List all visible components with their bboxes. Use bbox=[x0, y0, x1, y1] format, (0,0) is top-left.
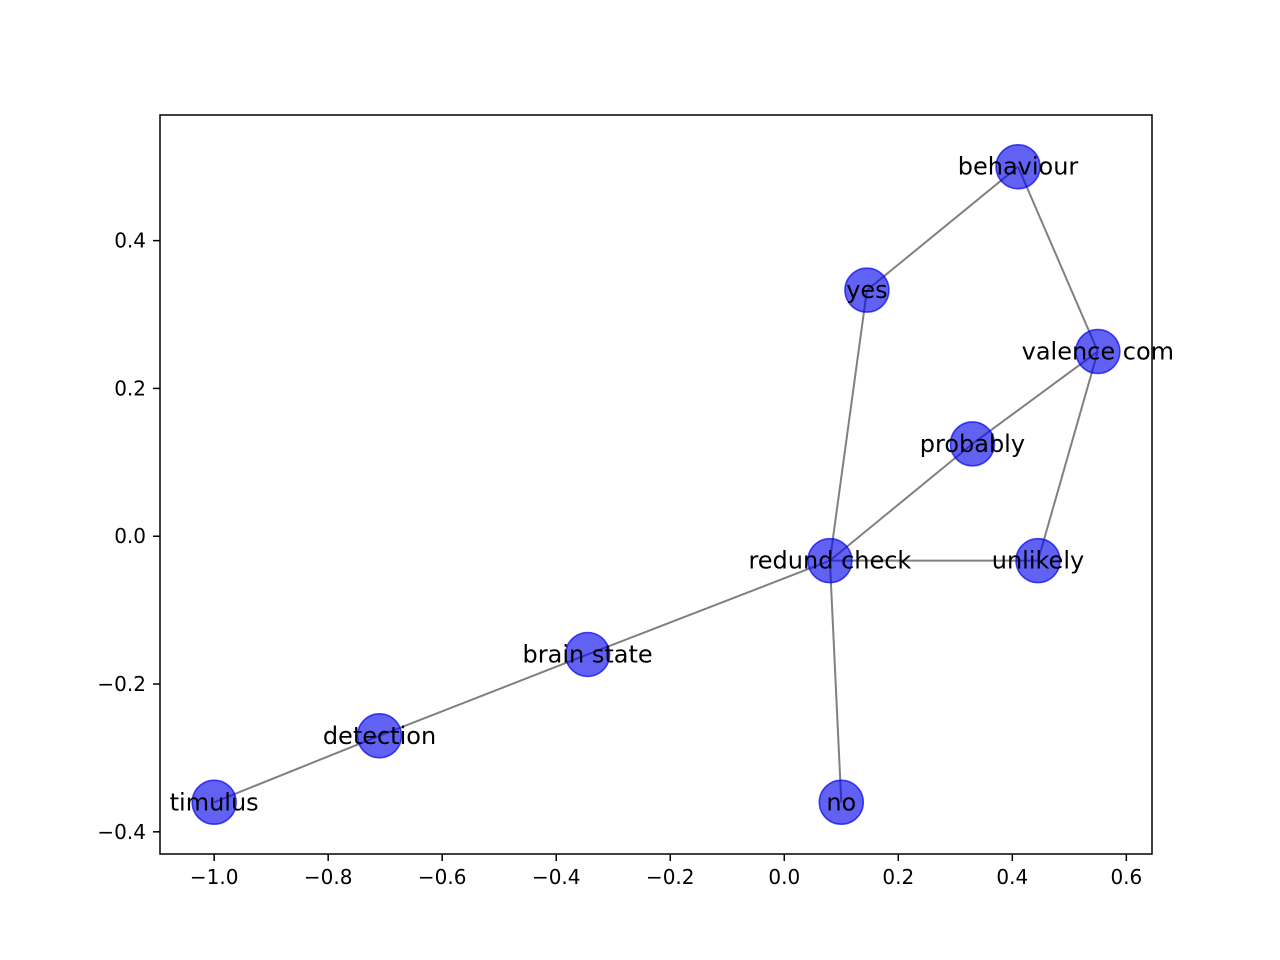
edge-redund_check-brain_state bbox=[587, 559, 831, 656]
x-tick-label-1: −0.8 bbox=[304, 865, 353, 889]
edge-behaviour-valence_com bbox=[1017, 166, 1099, 352]
node-label-brain_state: brain state bbox=[523, 640, 653, 668]
x-tick-label-0: −1.0 bbox=[190, 865, 239, 889]
node-label-probably: probably bbox=[920, 430, 1025, 458]
x-tick-label-8: 0.6 bbox=[1110, 865, 1142, 889]
edge-redund_check-no bbox=[828, 560, 843, 803]
nodes-layer bbox=[191, 143, 1121, 826]
y-tick-label-3: 0.2 bbox=[114, 376, 146, 400]
node-probably bbox=[949, 421, 996, 467]
node-label-valence_com: valence com bbox=[1022, 337, 1174, 365]
x-tick-label-7: 0.4 bbox=[996, 865, 1028, 889]
node-redund_check bbox=[807, 537, 853, 584]
node-label-no: no bbox=[826, 788, 856, 816]
x-tick-label-4: −0.2 bbox=[646, 865, 695, 889]
node-labels-layer: behaviour yes valence com probably unlikely r… bbox=[170, 153, 1174, 817]
node-label-yes: yes bbox=[846, 276, 887, 304]
x-tick-label-6: 0.2 bbox=[882, 865, 914, 889]
node-unlikely bbox=[1015, 537, 1061, 584]
edge-valence_com-unlikely bbox=[1037, 351, 1099, 561]
node-timulus bbox=[191, 779, 237, 826]
node-yes bbox=[844, 267, 890, 313]
node-label-unlikely: unlikely bbox=[992, 547, 1084, 575]
edge-yes-redund_check bbox=[828, 290, 868, 561]
edge-brain_state-detection bbox=[379, 653, 588, 737]
x-tick-label-2: −0.6 bbox=[418, 865, 467, 889]
node-label-detection: detection bbox=[323, 722, 436, 750]
node-behaviour bbox=[995, 143, 1041, 190]
y-tick-label-1: −0.2 bbox=[97, 672, 146, 696]
y-tick-label-4: 0.4 bbox=[114, 229, 146, 253]
y-tick-label-0: −0.4 bbox=[97, 820, 146, 844]
edges-layer bbox=[213, 165, 1099, 804]
edge-valence_com-probably bbox=[971, 350, 1099, 445]
edge-detection-timulus bbox=[213, 734, 380, 804]
y-tick-label-2: 0.0 bbox=[114, 524, 146, 548]
node-detection bbox=[356, 713, 403, 759]
node-valence_com bbox=[1075, 328, 1121, 375]
x-tick-label-5: 0.0 bbox=[768, 865, 800, 889]
x-tick-label-3: −0.4 bbox=[532, 865, 581, 889]
node-brain_state bbox=[564, 631, 611, 678]
node-label-behaviour: behaviour bbox=[958, 153, 1079, 181]
edge-probably-redund_check bbox=[829, 443, 974, 562]
y-axis: −0.4 −0.2 0.0 0.2 0.4 bbox=[97, 229, 160, 844]
node-label-redund_check: redund check bbox=[748, 547, 911, 575]
edge-behaviour-yes bbox=[866, 165, 1019, 291]
node-label-timulus: timulus bbox=[170, 788, 259, 816]
node-no bbox=[818, 779, 865, 826]
x-axis: −1.0 −0.8 −0.6 −0.4 −0.2 0.0 0.2 0.4 0.6 bbox=[190, 854, 1142, 889]
plot-area-frame bbox=[159, 114, 1153, 855]
